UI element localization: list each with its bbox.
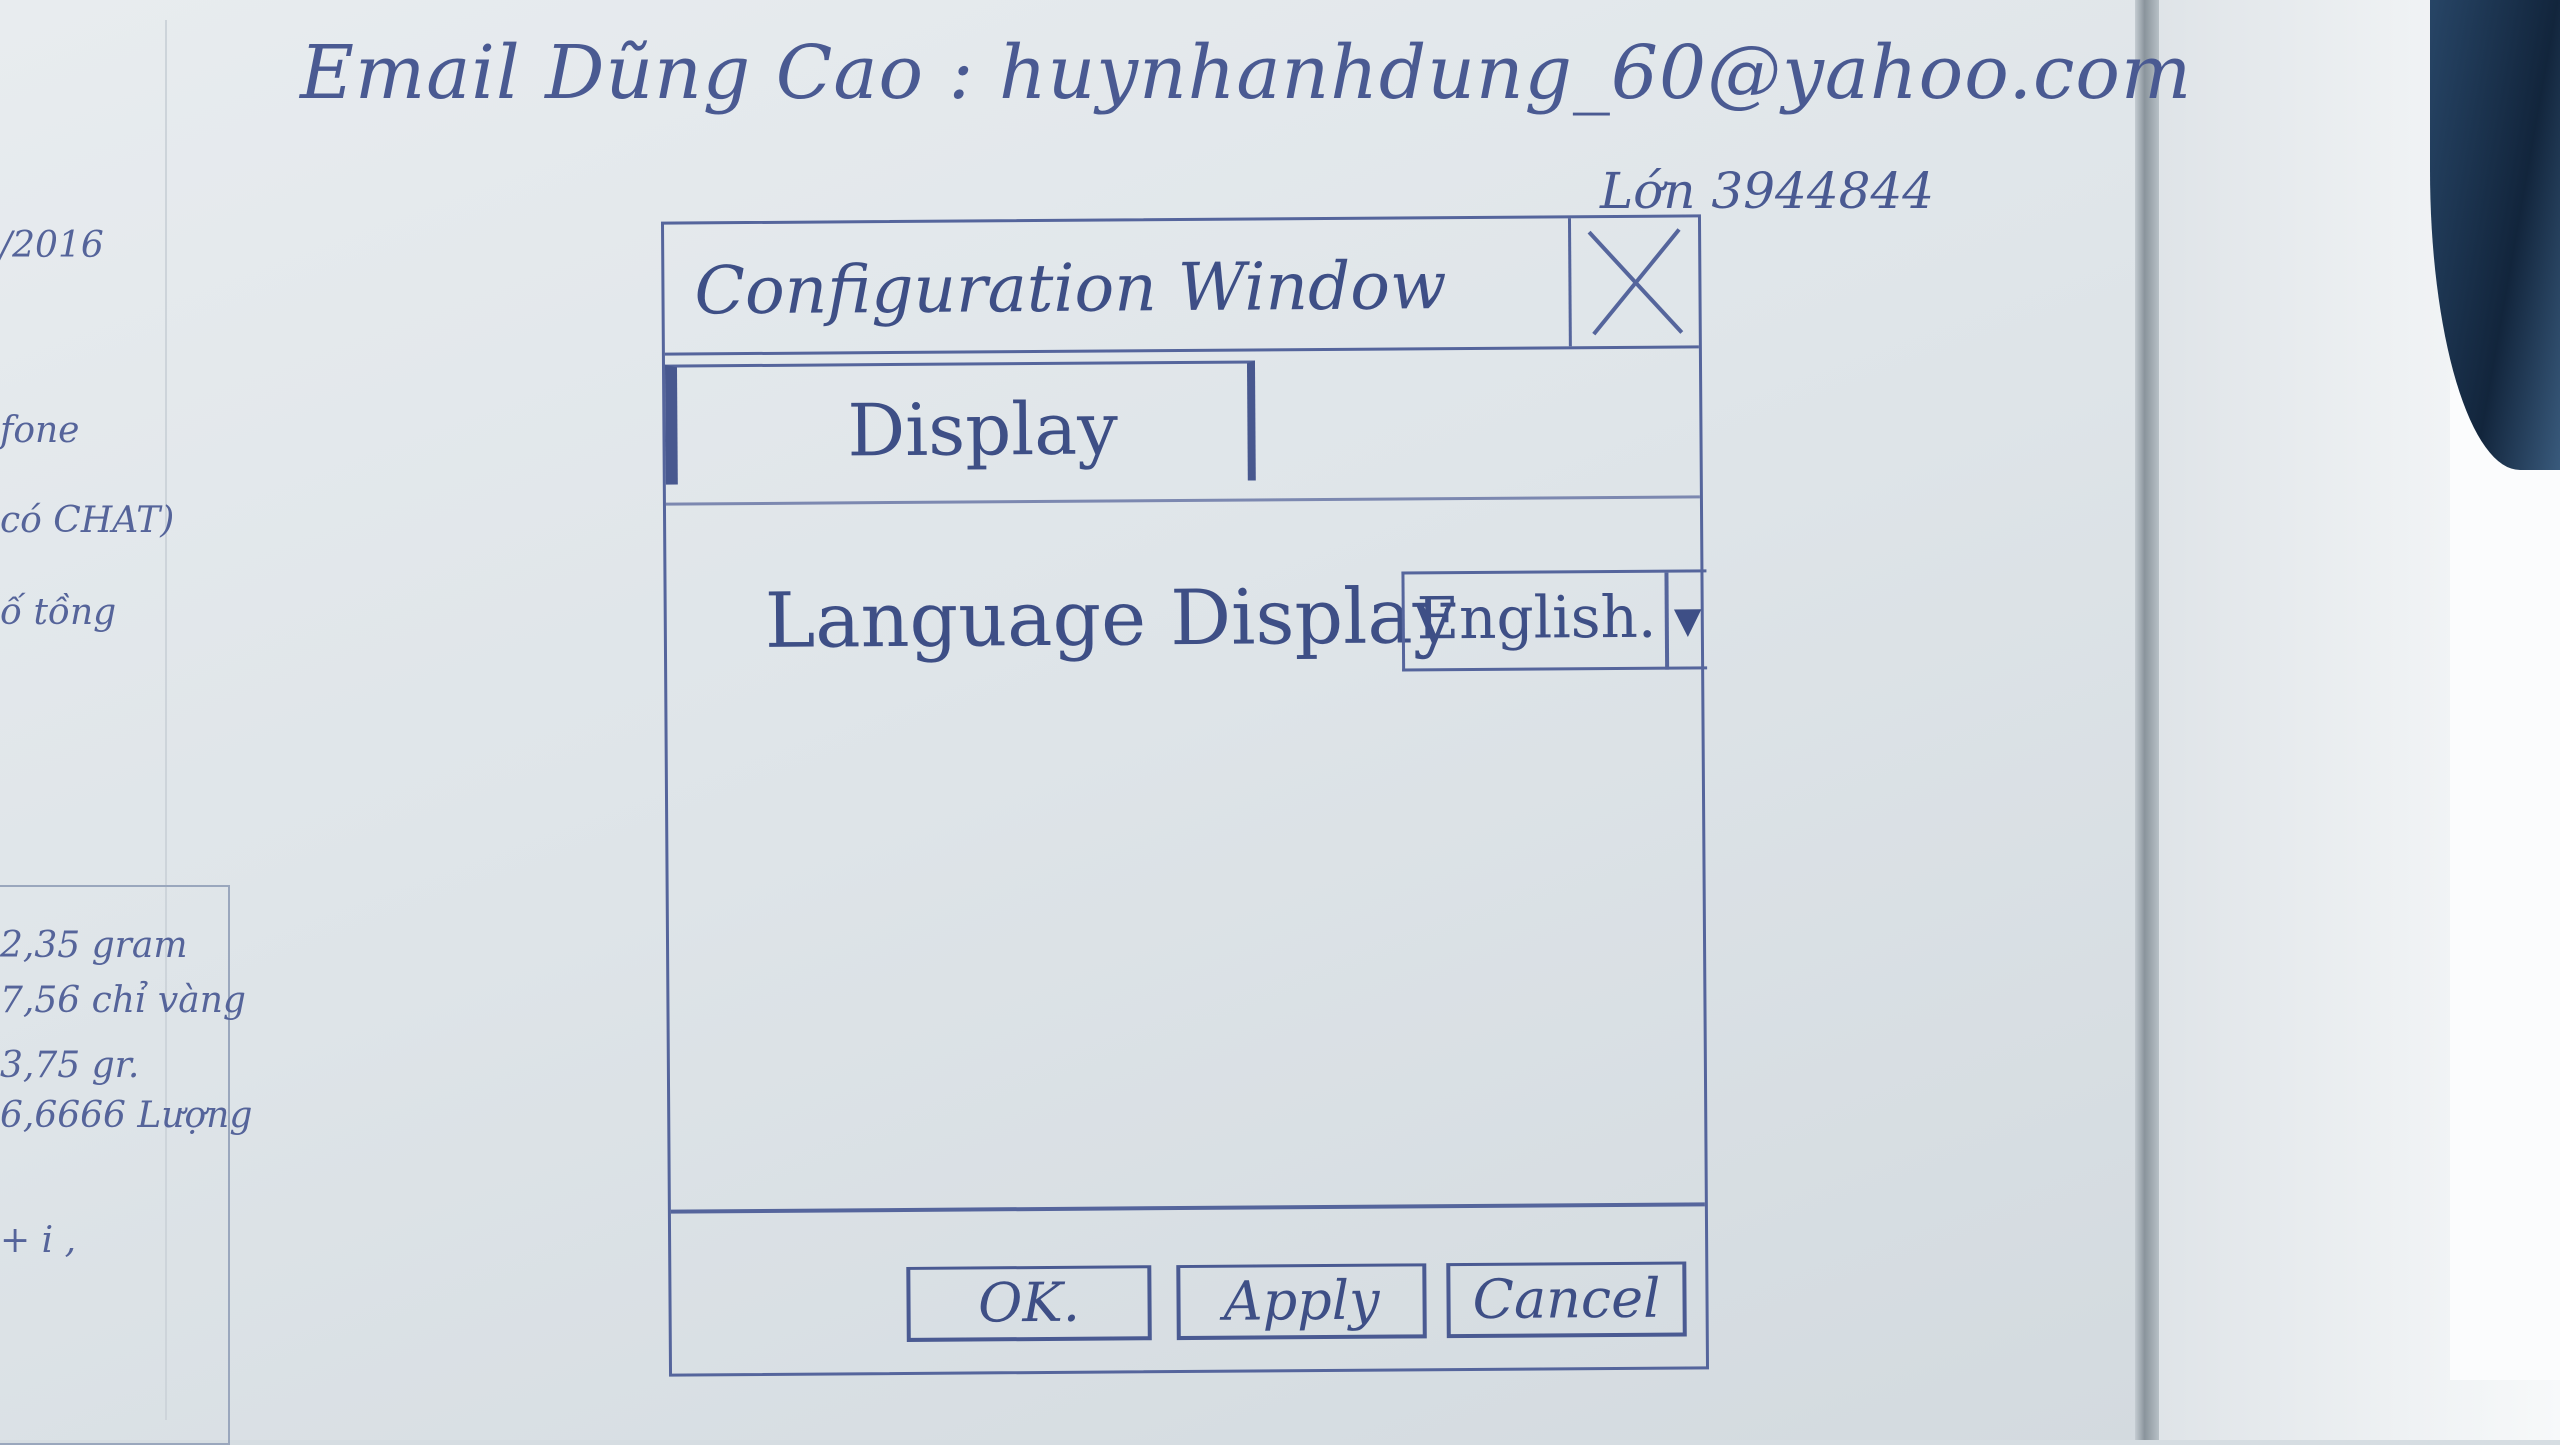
configuration-dialog: Configuration Window Display Language Di… (660, 214, 1710, 1377)
apply-button[interactable]: Apply (1176, 1263, 1427, 1341)
language-select-value: English. (1416, 582, 1657, 653)
phone-note: Lớn 3944844 (1600, 162, 1935, 220)
dialog-titlebar: Configuration Window (664, 217, 1699, 356)
dialog-title: Configuration Window (694, 247, 1447, 330)
dialog-footer: OK. Apply Cancel (670, 1202, 1706, 1374)
margin-note: fone (0, 410, 80, 451)
margin-note: /2016 (0, 225, 104, 266)
close-button[interactable] (1567, 217, 1699, 347)
tab-strip: Display (664, 345, 1700, 506)
margin-note: 3,75 gr. (0, 1045, 140, 1086)
board-margin-line (165, 20, 167, 1420)
margin-note: 6,6666 Lượng (0, 1095, 253, 1136)
ok-button[interactable]: OK. (906, 1265, 1152, 1342)
tab-display-label: Display (847, 386, 1119, 473)
dropdown-arrow-icon[interactable]: ▼ (1664, 572, 1708, 670)
window-light (2450, 380, 2560, 1380)
whiteboard-frame (2135, 0, 2159, 1440)
language-select[interactable]: English. ▼ (1401, 569, 1708, 672)
language-display-label: Language Display (764, 571, 1456, 665)
close-icon (1587, 228, 1684, 336)
email-note: Email Dũng Cao : huynhanhdung_60@yahoo.c… (300, 30, 2193, 116)
side-notes-box (0, 885, 230, 1445)
margin-note: 7,56 chỉ vàng (0, 980, 246, 1021)
cancel-button[interactable]: Cancel (1446, 1261, 1687, 1339)
margin-note: có CHAT) (0, 500, 175, 541)
margin-note: 2,35 gram (0, 925, 188, 966)
tab-display[interactable]: Display (664, 360, 1256, 485)
whiteboard (0, 0, 2175, 1440)
margin-note: ố tồng (0, 592, 117, 633)
margin-note: + i , (0, 1220, 77, 1261)
